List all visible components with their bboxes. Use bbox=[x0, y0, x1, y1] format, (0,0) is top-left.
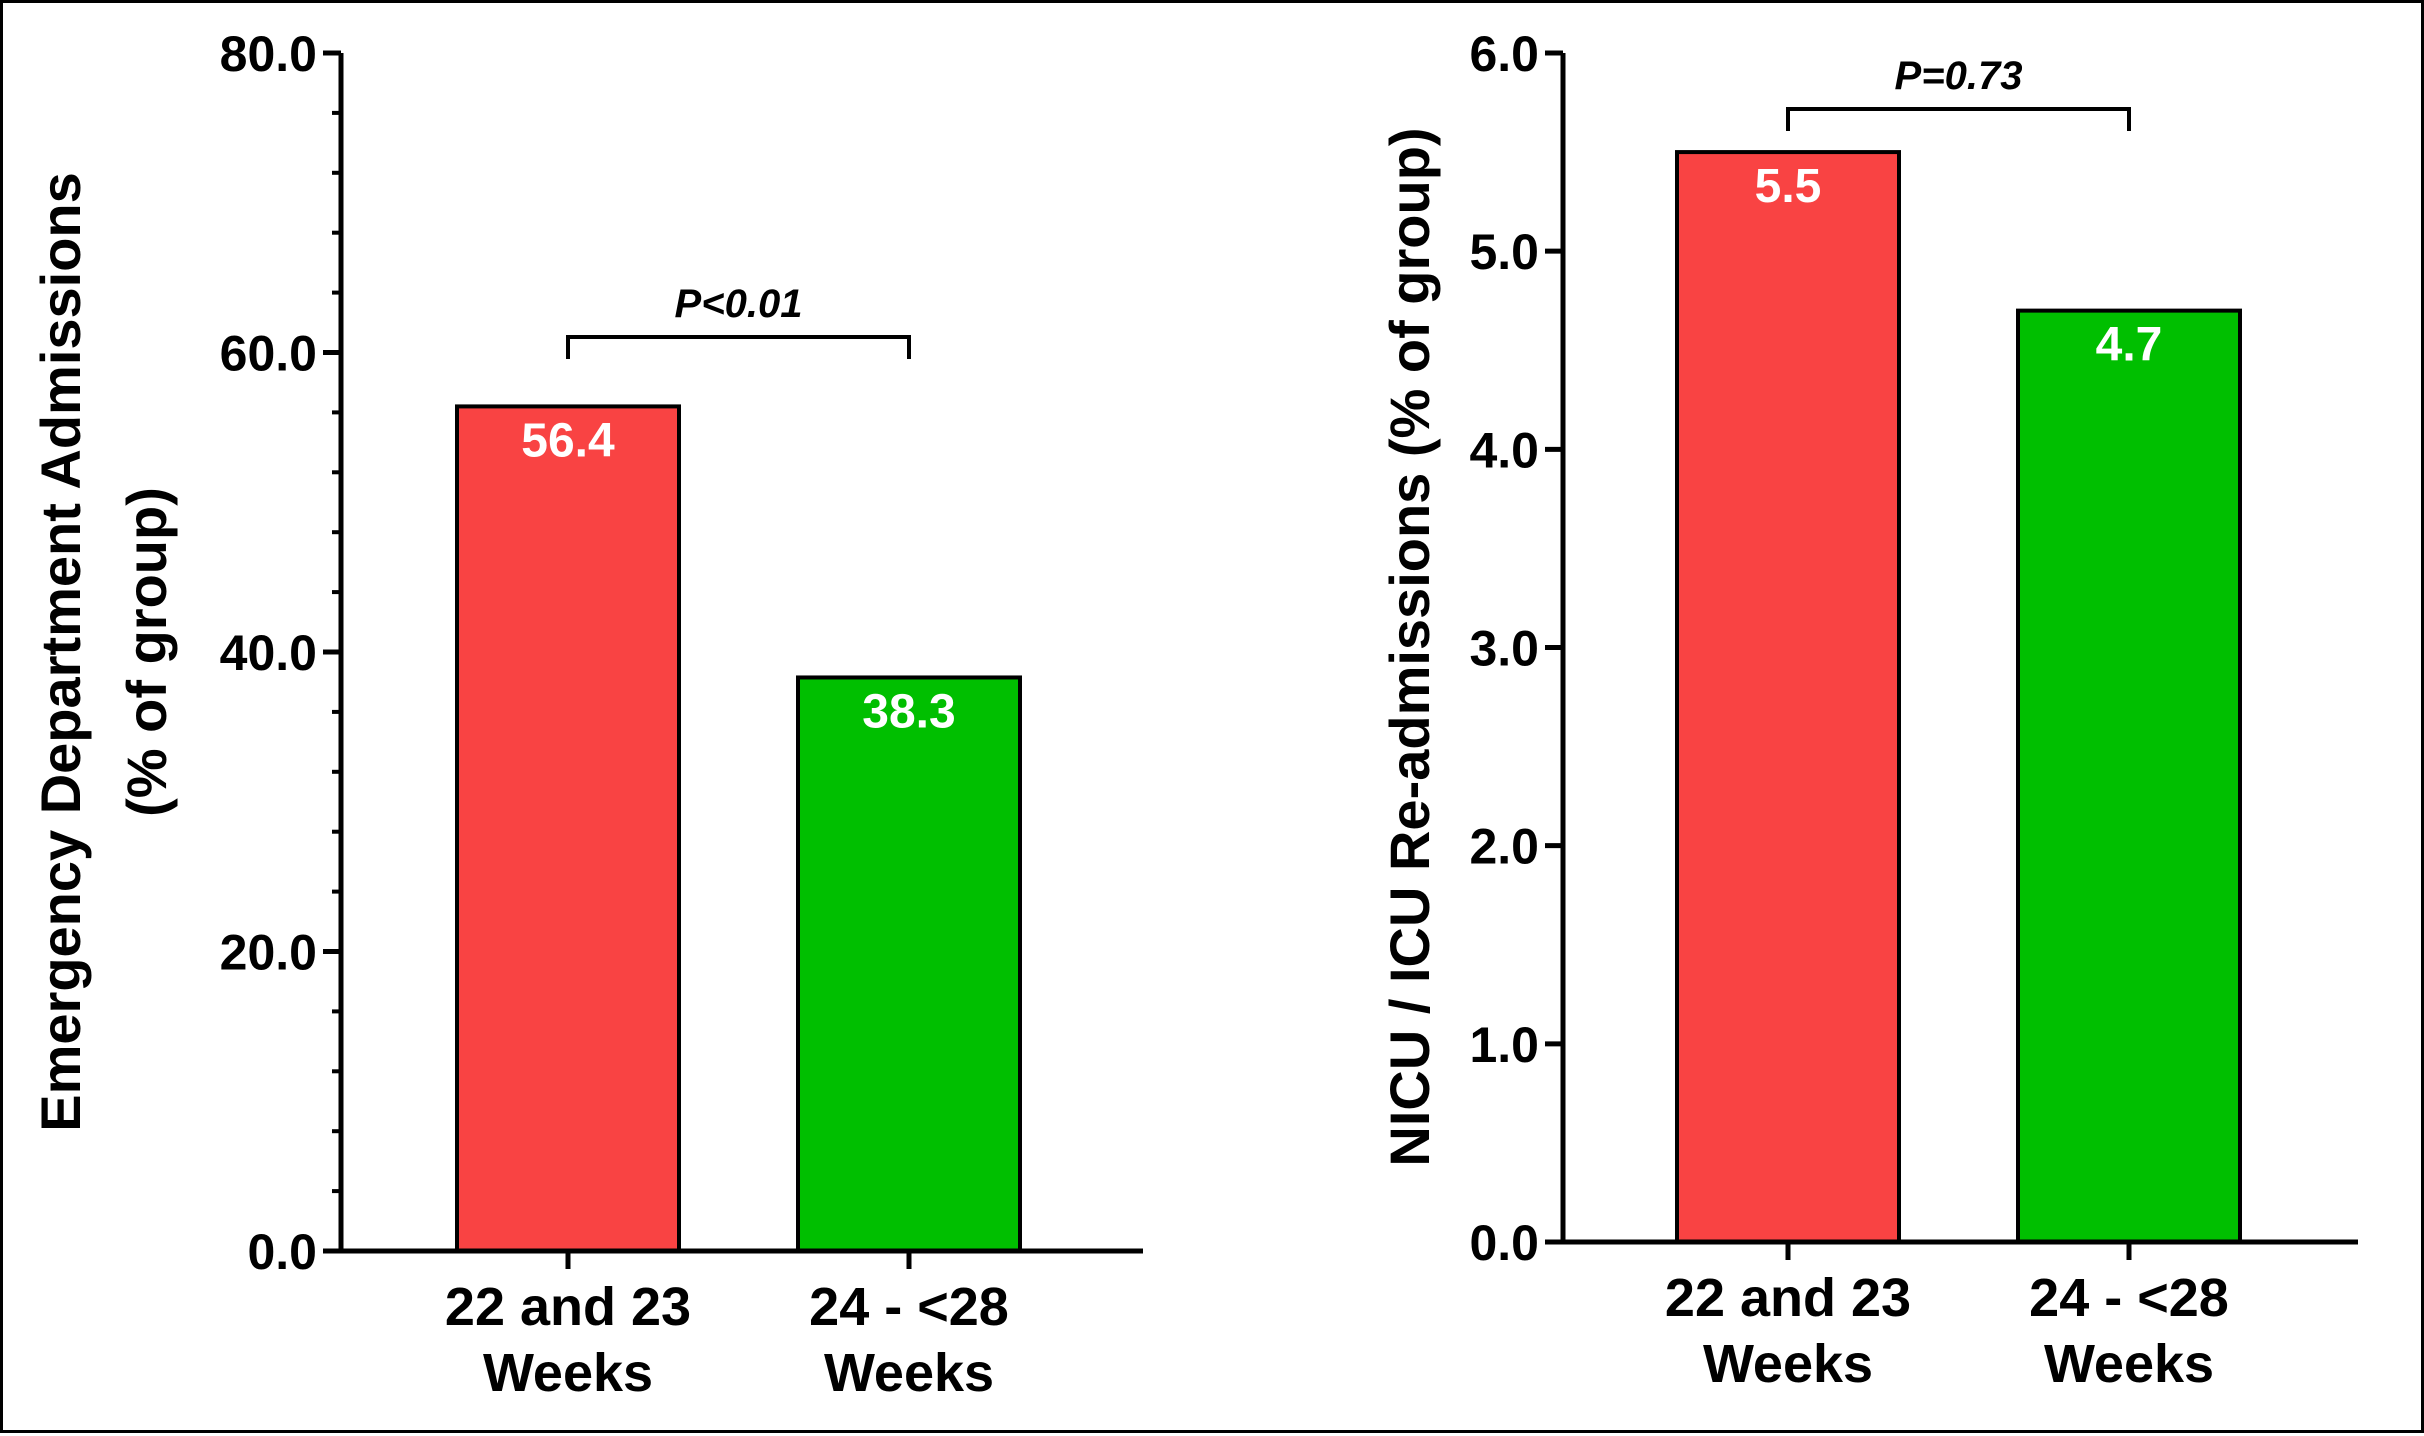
p-value-label: P<0.01 bbox=[675, 282, 803, 326]
x-category-label-0-line-1: Weeks bbox=[483, 1343, 653, 1403]
y-tick-label-1: 1.0 bbox=[1469, 1017, 1539, 1073]
y-tick-label-3: 60.0 bbox=[220, 326, 317, 382]
y-tick-label-0: 0.0 bbox=[247, 1224, 317, 1280]
x-category-label-0-line-1: Weeks bbox=[1703, 1334, 1873, 1394]
bar-0 bbox=[1675, 150, 1901, 1244]
y-tick-label-6: 6.0 bbox=[1469, 26, 1539, 82]
y-tick-label-4: 80.0 bbox=[220, 26, 317, 82]
comparison-bracket bbox=[566, 335, 911, 359]
x-category-label-1-line-1: Weeks bbox=[824, 1343, 994, 1403]
bar-1 bbox=[796, 675, 1022, 1253]
y-tick-label-3: 3.0 bbox=[1469, 621, 1539, 677]
x-category-label-1-line-0: 24 - <28 bbox=[2029, 1268, 2229, 1328]
y-axis-title-line-1: (% of group) bbox=[115, 487, 178, 817]
bar-1 bbox=[2016, 308, 2242, 1245]
y-tick-label-4: 4.0 bbox=[1469, 422, 1539, 478]
p-value-label: P=0.73 bbox=[1895, 54, 2023, 98]
chart-canvas: 56.438.30.020.040.060.080.022 and 23Week… bbox=[29, 26, 2358, 1403]
comparison-bracket bbox=[1786, 107, 2131, 131]
bar-value-label-0: 5.5 bbox=[1755, 160, 1822, 213]
bar-value-label-0: 56.4 bbox=[521, 414, 615, 467]
x-category-label-0-line-0: 22 and 23 bbox=[445, 1277, 691, 1337]
y-tick-label-5: 5.0 bbox=[1469, 224, 1539, 280]
y-tick-label-1: 20.0 bbox=[220, 925, 317, 981]
y-tick-label-2: 2.0 bbox=[1469, 819, 1539, 875]
x-category-label-1-line-1: Weeks bbox=[2044, 1334, 2214, 1394]
bar-value-label-1: 38.3 bbox=[862, 685, 955, 738]
x-category-label-1-line-0: 24 - <28 bbox=[809, 1277, 1009, 1337]
x-category-label-0-line-0: 22 and 23 bbox=[1665, 1268, 1911, 1328]
y-axis-title-line-0: Emergency Department Admissions bbox=[29, 172, 92, 1132]
y-axis-title-line-0: NICU / ICU Re-admissions (% of group) bbox=[1378, 127, 1441, 1166]
y-tick-label-2: 40.0 bbox=[220, 625, 317, 681]
y-tick-label-0: 0.0 bbox=[1469, 1215, 1539, 1271]
bar-value-label-1: 4.7 bbox=[2096, 319, 2163, 372]
bar-0 bbox=[455, 404, 681, 1254]
